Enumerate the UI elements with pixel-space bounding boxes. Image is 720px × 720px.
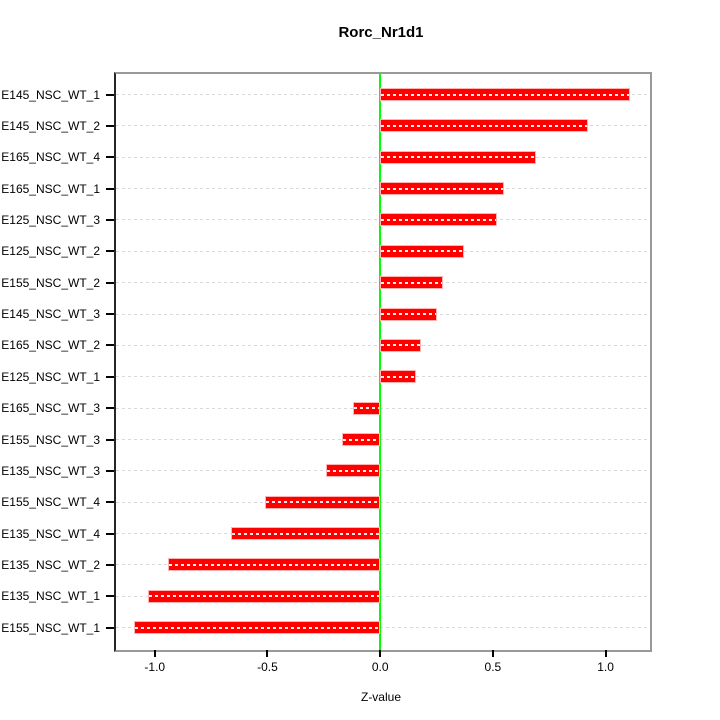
bar-grid-overlay [381, 313, 436, 316]
bar-grid-overlay [266, 501, 380, 504]
bar [231, 527, 381, 541]
y-axis-tick [106, 313, 114, 316]
x-axis-title: Z-value [360, 690, 401, 704]
y-tick-label: E125_NSC_WT_2 [1, 244, 100, 259]
y-tick-label: E155_NSC_WT_3 [1, 432, 100, 447]
bar [380, 88, 631, 101]
bar [341, 433, 381, 446]
bar-grid-overlay [381, 93, 630, 96]
bar [148, 589, 381, 603]
bar [380, 213, 498, 227]
y-tick-label: E145_NSC_WT_1 [1, 87, 100, 102]
y-axis-tick [106, 438, 114, 441]
gridline [116, 439, 650, 440]
y-tick-label: E135_NSC_WT_3 [1, 463, 100, 478]
plot-area [114, 72, 652, 652]
y-axis-tick [106, 595, 114, 598]
y-axis-tick [106, 563, 114, 566]
bar-grid-overlay [381, 344, 420, 347]
x-tick-label: -1.0 [144, 660, 166, 674]
y-tick-label: E135_NSC_WT_4 [1, 526, 100, 541]
bar [380, 276, 444, 290]
y-axis-tick [106, 501, 114, 504]
bar [380, 338, 421, 352]
chart-title: Rorc_Nr1d1 [338, 24, 424, 41]
y-axis-tick [106, 218, 114, 221]
bar [380, 244, 464, 258]
y-tick-label: E125_NSC_WT_1 [1, 369, 100, 384]
y-tick-label: E155_NSC_WT_2 [1, 275, 100, 290]
x-tick-label: 0.5 [484, 660, 502, 674]
x-axis-tick [266, 650, 269, 657]
bar [380, 150, 536, 164]
bar [353, 401, 381, 415]
x-tick-label: 1.0 [597, 660, 614, 674]
y-axis-tick [106, 407, 114, 410]
bar-grid-overlay [381, 124, 587, 127]
bar-grid-overlay [381, 250, 463, 253]
x-axis-tick [491, 650, 494, 657]
y-tick-label: E165_NSC_WT_3 [1, 401, 100, 416]
gridline [116, 533, 650, 535]
bar-grid-overlay [381, 187, 504, 190]
gridline [116, 407, 650, 409]
x-axis-tick [604, 650, 607, 657]
y-tick-label: E125_NSC_WT_3 [1, 212, 100, 227]
y-axis-tick [106, 187, 114, 190]
bar-grid-overlay [381, 375, 416, 378]
y-axis-tick [106, 469, 114, 472]
gridline [116, 595, 650, 597]
y-tick-label: E155_NSC_WT_1 [1, 620, 100, 635]
bar-grid-overlay [381, 156, 535, 159]
y-axis-tick [106, 626, 114, 629]
y-tick-label: E165_NSC_WT_1 [1, 181, 100, 196]
bar [265, 495, 381, 509]
zero-line [379, 74, 382, 650]
bar [326, 464, 381, 478]
y-axis-tick [106, 344, 114, 347]
y-tick-label: E165_NSC_WT_2 [1, 338, 100, 353]
y-tick-label: E135_NSC_WT_1 [1, 589, 100, 604]
y-axis-tick [106, 156, 114, 159]
y-tick-label: E145_NSC_WT_2 [1, 118, 100, 133]
bar-grid-overlay [232, 532, 380, 535]
bar [380, 307, 437, 321]
bar [380, 182, 505, 196]
gridline [116, 564, 650, 566]
x-axis-tick [153, 650, 156, 657]
y-axis-tick [106, 250, 114, 253]
bar-grid-overlay [342, 438, 380, 441]
y-axis-tick [106, 375, 114, 378]
y-axis-tick [106, 93, 114, 96]
gridline [116, 501, 650, 503]
bar-grid-overlay [381, 218, 497, 221]
bar-grid-overlay [169, 563, 380, 566]
y-tick-label: E135_NSC_WT_2 [1, 557, 100, 572]
x-tick-label: 0.0 [371, 660, 389, 674]
gridline [116, 470, 650, 472]
x-axis-tick [379, 650, 382, 657]
bar-grid-overlay [149, 595, 380, 598]
y-tick-label: E145_NSC_WT_3 [1, 307, 100, 322]
y-tick-label: E155_NSC_WT_4 [1, 495, 100, 510]
bar [168, 558, 381, 572]
bar-grid-overlay [381, 281, 443, 284]
bar [134, 621, 381, 635]
gridline [116, 627, 650, 629]
bar [380, 119, 588, 133]
bar [380, 370, 417, 384]
bar-grid-overlay [354, 407, 380, 410]
y-axis-tick [106, 124, 114, 127]
bar-grid-overlay [327, 469, 380, 472]
y-tick-label: E165_NSC_WT_4 [1, 150, 100, 165]
bar-grid-overlay [135, 626, 380, 629]
y-axis-tick [106, 532, 114, 535]
y-axis-tick [106, 281, 114, 284]
x-tick-label: -0.5 [257, 660, 278, 674]
